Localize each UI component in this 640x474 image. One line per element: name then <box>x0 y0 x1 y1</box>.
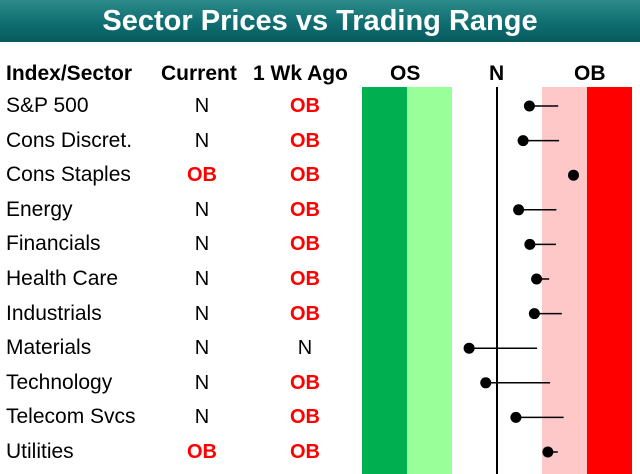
header-1wk-ago: 1 Wk Ago <box>253 62 348 85</box>
sector-label: Technology <box>6 370 113 394</box>
current-status: N <box>194 198 210 221</box>
current-point <box>568 169 579 181</box>
sector-label: Financials <box>6 232 101 256</box>
current-point <box>523 100 535 112</box>
current-point <box>531 273 543 285</box>
header-os: OS <box>390 62 421 85</box>
week-ago-status: OB <box>290 441 320 463</box>
current-status: N <box>194 337 210 360</box>
week-ago-status: OB <box>290 406 320 429</box>
chart-title: Sector Prices vs Trading Range <box>0 0 640 42</box>
week-ago-status: OB <box>290 233 320 256</box>
current-point <box>513 204 525 216</box>
current-status: OB <box>187 164 217 187</box>
current-point <box>528 308 540 320</box>
current-point <box>517 135 529 147</box>
current-status: N <box>194 371 210 394</box>
week-ago-status: OB <box>290 129 320 152</box>
week-ago-status: OB <box>290 302 320 325</box>
sector-label: Cons Staples <box>6 163 131 187</box>
sector-label: S&P 500 <box>6 94 89 117</box>
current-point <box>480 377 492 389</box>
week-ago-status: OB <box>290 164 320 187</box>
sector-label: Cons Discret. <box>6 128 133 152</box>
sector-label: Health Care <box>6 267 119 290</box>
current-point <box>463 342 475 354</box>
current-status: N <box>194 406 210 429</box>
current-status: N <box>194 95 210 117</box>
zone-os <box>362 87 407 474</box>
zone-os <box>407 87 452 474</box>
header-current: Current <box>161 62 237 85</box>
week-ago-status: OB <box>290 198 320 221</box>
current-status: OB <box>187 441 217 463</box>
sector-label: Telecom Svcs <box>6 405 136 429</box>
current-status: N <box>194 268 210 290</box>
current-status: N <box>194 233 210 256</box>
header-ob: OB <box>574 62 606 85</box>
current-point <box>510 411 522 423</box>
current-point <box>542 446 554 458</box>
week-ago-status: OB <box>290 268 320 290</box>
zone-ob <box>587 87 632 474</box>
zone-ob <box>542 87 587 474</box>
week-ago-status: OB <box>290 95 320 117</box>
current-status: N <box>194 302 210 325</box>
sector-label: Energy <box>6 197 73 221</box>
header-index-sector: Index/Sector <box>6 62 133 85</box>
sector-label: Utilities <box>6 440 74 463</box>
week-ago-status: N <box>297 337 313 360</box>
sector-label: Materials <box>6 336 92 360</box>
week-ago-status: OB <box>290 371 320 394</box>
sector-label: Industrials <box>6 301 102 325</box>
current-point <box>524 238 536 250</box>
header-n: N <box>489 62 505 85</box>
current-status: N <box>194 129 210 152</box>
